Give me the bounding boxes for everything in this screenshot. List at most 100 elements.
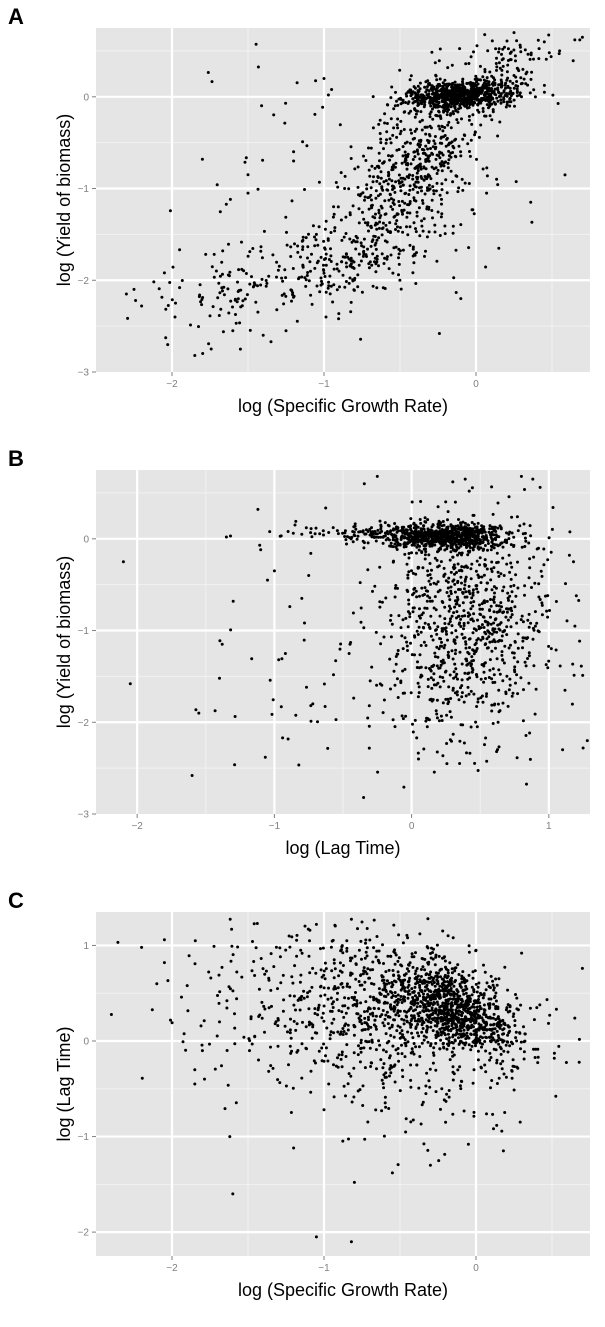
panel-a: A −2 −1 0 −3 −2 −1 0 log (Specific Growth Rate) l…: [0, 0, 605, 442]
data-point: [374, 257, 377, 260]
data-point: [407, 570, 410, 573]
data-point: [423, 593, 426, 596]
data-point: [369, 679, 372, 682]
data-point: [508, 92, 511, 95]
data-point: [402, 154, 405, 157]
data-point: [349, 259, 352, 262]
data-point: [529, 201, 532, 204]
data-point: [453, 640, 456, 643]
data-point: [439, 615, 442, 618]
data-point: [538, 47, 541, 50]
data-point: [318, 1004, 321, 1007]
data-point: [216, 183, 219, 186]
data-point: [484, 643, 487, 646]
data-point: [452, 658, 455, 661]
data-point: [419, 163, 422, 166]
data-point: [447, 685, 450, 688]
data-point: [465, 658, 468, 661]
data-point: [290, 1111, 293, 1114]
data-point: [482, 107, 485, 110]
data-point: [508, 571, 511, 574]
data-point: [396, 126, 399, 129]
data-point: [490, 541, 493, 544]
data-point: [441, 129, 444, 132]
data-point: [434, 557, 437, 560]
data-point: [239, 305, 242, 308]
data-point: [520, 475, 523, 478]
data-point: [514, 640, 517, 643]
data-point: [282, 302, 285, 305]
y-axis-title: log (Yield of biomass): [54, 114, 74, 286]
data-point: [463, 1110, 466, 1113]
data-point: [446, 980, 449, 983]
data-point: [399, 995, 402, 998]
data-point: [491, 570, 494, 573]
data-point: [468, 545, 471, 548]
data-point: [410, 1007, 413, 1010]
data-point: [484, 632, 487, 635]
data-point: [408, 984, 411, 987]
data-point: [483, 574, 486, 577]
data-point: [431, 665, 434, 668]
data-point: [439, 234, 442, 237]
data-point: [301, 1021, 304, 1024]
data-point: [551, 94, 554, 97]
data-point: [398, 69, 401, 72]
data-point: [346, 535, 349, 538]
data-point: [500, 79, 503, 82]
data-point: [412, 158, 415, 161]
data-point: [431, 538, 434, 541]
data-point: [492, 566, 495, 569]
data-point: [321, 282, 324, 285]
data-point: [363, 533, 366, 536]
data-point: [397, 256, 400, 259]
data-point: [573, 38, 576, 41]
data-point: [257, 1059, 260, 1062]
data-point: [423, 96, 426, 99]
data-point: [417, 153, 420, 156]
data-point: [268, 530, 271, 533]
data-point: [440, 645, 443, 648]
data-point: [184, 1049, 187, 1052]
data-point: [502, 610, 505, 613]
data-point: [400, 626, 403, 629]
data-point: [198, 295, 201, 298]
data-point: [435, 633, 438, 636]
data-point: [282, 998, 285, 1001]
data-point: [551, 528, 554, 531]
data-point: [552, 506, 555, 509]
data-point: [419, 1005, 422, 1008]
data-point: [406, 967, 409, 970]
data-point: [452, 611, 455, 614]
data-point: [468, 119, 471, 122]
data-point: [480, 576, 483, 579]
data-point: [429, 134, 432, 137]
data-point: [325, 967, 328, 970]
data-point: [450, 631, 453, 634]
data-point: [431, 185, 434, 188]
data-point: [460, 695, 463, 698]
data-point: [370, 1061, 373, 1064]
data-point: [543, 91, 546, 94]
scatter-plot-c: C−2 −1 0−2−101log (Specific Growth Rate)lo…: [0, 884, 605, 1327]
data-point: [386, 122, 389, 125]
data-point: [475, 705, 478, 708]
data-point: [414, 972, 417, 975]
data-point: [301, 248, 304, 251]
data-point: [290, 935, 293, 938]
data-point: [434, 147, 437, 150]
data-point: [353, 1034, 356, 1037]
y-tick-label: −2: [78, 1228, 90, 1239]
data-point: [420, 536, 423, 539]
data-point: [390, 614, 393, 617]
data-point: [509, 58, 512, 61]
data-point: [440, 1031, 443, 1034]
data-point: [217, 282, 220, 285]
data-point: [251, 940, 254, 943]
data-point: [414, 87, 417, 90]
data-point: [500, 654, 503, 657]
data-point: [437, 211, 440, 214]
data-point: [467, 686, 470, 689]
data-point: [514, 682, 517, 685]
data-point: [397, 273, 400, 276]
